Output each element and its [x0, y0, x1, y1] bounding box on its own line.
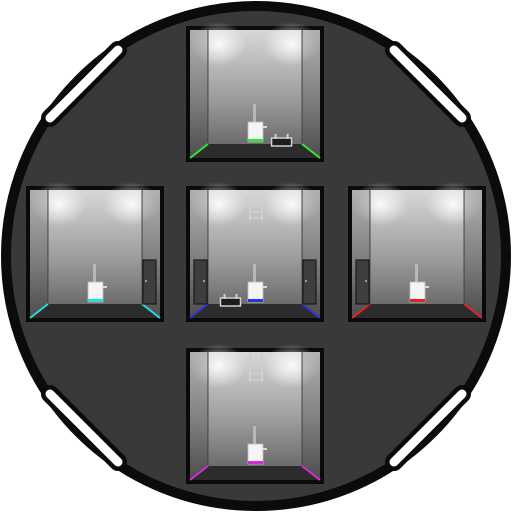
- portal-bottom-left[interactable]: [41, 385, 127, 471]
- ceiling-light: [425, 182, 482, 226]
- portal-panel: [45, 389, 123, 467]
- ceiling-light: [263, 182, 320, 226]
- floor-trim-left: [189, 143, 209, 159]
- ladder-rung: [249, 379, 263, 381]
- room-center: [186, 182, 324, 322]
- room-floor: [190, 466, 320, 480]
- trapdoor[interactable]: [219, 294, 242, 307]
- door-left[interactable]: [193, 259, 208, 305]
- room-floor: [352, 304, 482, 318]
- player-arm: [263, 448, 267, 450]
- player-character[interactable]: [247, 104, 267, 143]
- player-arm: [263, 286, 267, 288]
- door-panel: [355, 259, 370, 305]
- trapdoor-post: [274, 134, 277, 139]
- trapdoor-post: [223, 294, 226, 299]
- ladder-rung: [249, 211, 263, 213]
- door-knob: [145, 280, 147, 282]
- door-knob: [305, 280, 307, 282]
- ceiling-light: [190, 22, 247, 66]
- ceiling-light: [190, 344, 247, 388]
- ceiling-light: [352, 182, 409, 226]
- player-base: [88, 299, 103, 302]
- room-north: [186, 22, 324, 162]
- door-right[interactable]: [142, 259, 157, 305]
- floor-trim-left: [351, 303, 371, 319]
- ceiling-light: [103, 182, 160, 226]
- room-west: [26, 182, 164, 322]
- ladder-rung: [249, 205, 263, 207]
- ladder-rung: [249, 355, 263, 357]
- trapdoor-post: [286, 134, 289, 139]
- floor-trim-right: [301, 465, 321, 481]
- left-wall: [190, 352, 208, 480]
- player-base: [410, 299, 425, 302]
- floor-trim-left: [189, 465, 209, 481]
- door-right[interactable]: [302, 259, 317, 305]
- player-base: [248, 461, 263, 464]
- door-panel: [302, 259, 317, 305]
- floor-trim-right: [463, 303, 483, 319]
- player-antenna: [93, 264, 96, 284]
- floor-trim-left: [189, 303, 209, 319]
- portal-panel: [389, 389, 467, 467]
- ceiling-light: [190, 182, 247, 226]
- left-wall: [30, 190, 48, 318]
- player-arm: [425, 286, 429, 288]
- right-wall: [302, 352, 320, 480]
- floor-trim-right: [301, 143, 321, 159]
- portal-bottom-right[interactable]: [385, 385, 471, 471]
- trapdoor-post: [235, 294, 238, 299]
- portal-panel: [45, 45, 123, 123]
- right-wall: [302, 30, 320, 158]
- ladder-rung: [249, 199, 263, 201]
- player-arm: [103, 286, 107, 288]
- player-antenna: [253, 264, 256, 284]
- left-wall: [190, 30, 208, 158]
- right-wall: [464, 190, 482, 318]
- ladder-rung: [249, 217, 263, 219]
- trapdoor[interactable]: [270, 134, 293, 147]
- ladder-rung: [249, 373, 263, 375]
- player-antenna: [253, 426, 256, 446]
- portal-top-right[interactable]: [385, 41, 471, 127]
- trapdoor-frame: [270, 137, 293, 147]
- player-character[interactable]: [409, 264, 429, 303]
- ladder[interactable]: [249, 190, 263, 220]
- room-east: [348, 182, 486, 322]
- player-antenna: [253, 104, 256, 124]
- ladder-rung: [249, 367, 263, 369]
- door-panel: [142, 259, 157, 305]
- room-south: [186, 344, 324, 484]
- room-floor: [190, 304, 320, 318]
- floor-trim-left: [29, 303, 49, 319]
- portal-top-left[interactable]: [41, 41, 127, 127]
- ladder-rung: [249, 361, 263, 363]
- player-character[interactable]: [247, 264, 267, 303]
- player-antenna: [415, 264, 418, 284]
- player-arm: [263, 126, 267, 128]
- portal-panel: [389, 45, 467, 123]
- room-floor: [190, 144, 320, 158]
- door-knob: [365, 280, 367, 282]
- player-base: [248, 139, 263, 142]
- room-floor: [30, 304, 160, 318]
- floor-trim-right: [141, 303, 161, 319]
- ceiling-light: [263, 22, 320, 66]
- ceiling-light: [30, 182, 87, 226]
- door-knob: [203, 280, 205, 282]
- player-base: [248, 299, 263, 302]
- ladder[interactable]: [249, 352, 263, 382]
- player-character[interactable]: [87, 264, 107, 303]
- trapdoor-frame: [219, 297, 242, 307]
- floor-trim-right: [301, 303, 321, 319]
- door-panel: [193, 259, 208, 305]
- door-left[interactable]: [355, 259, 370, 305]
- ceiling-light: [263, 344, 320, 388]
- ladder-rung: [249, 193, 263, 195]
- player-character[interactable]: [247, 426, 267, 465]
